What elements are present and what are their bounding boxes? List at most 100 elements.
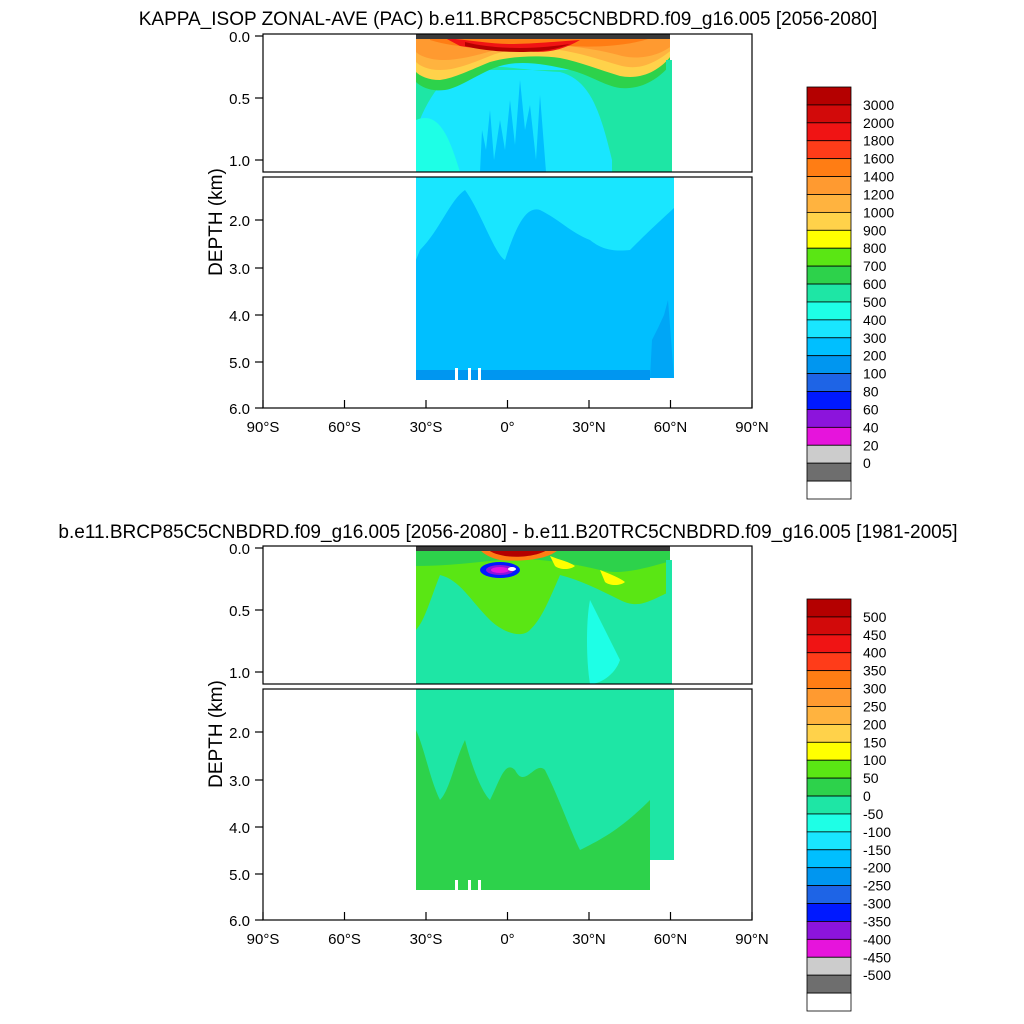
x-tick-label: 30°N: [572, 931, 606, 948]
legend-level-label: 200: [863, 716, 887, 732]
legend-swatch: [806, 229, 852, 249]
legend-level-label: 350: [863, 663, 887, 679]
legend-swatch: [806, 885, 852, 904]
panel-2-legend: 500450400350300250200150100500-50-100-15…: [806, 598, 891, 1012]
y-tick-label: 4.0: [229, 308, 250, 325]
x-tick-label: 90°S: [247, 931, 280, 948]
x-tick-label: 60°N: [654, 419, 688, 436]
legend-swatch: [806, 355, 852, 375]
panel-2-y-axis-label: DEPTH (km): [206, 680, 227, 788]
legend-level-label: 600: [863, 276, 887, 292]
legend-level-label: -100: [863, 824, 891, 840]
legend-level-label: 1600: [863, 151, 894, 167]
legend-level-label: 300: [863, 330, 887, 346]
legend-swatch: [806, 992, 852, 1012]
legend-swatch: [806, 634, 852, 654]
legend-swatch: [806, 867, 852, 887]
legend-swatch: [806, 813, 852, 833]
y-tick-label: 1.0: [229, 665, 250, 682]
legend-level-label: 400: [863, 645, 887, 661]
legend-swatch: [806, 903, 852, 922]
legend-swatch: [806, 938, 852, 958]
legend-swatch: [806, 247, 852, 267]
legend-swatch: [806, 849, 852, 869]
y-tick-label: 4.0: [229, 820, 250, 837]
legend-level-label: 50: [863, 770, 879, 786]
legend-level-label: 1200: [863, 186, 894, 202]
x-tick-label: 0°: [500, 931, 514, 948]
legend-swatch: [806, 795, 852, 815]
panel-1-axes: 0.0 0.5 1.0 2.0 3.0 4.0 5.0 6.090°S 60°S 30°S 0° 30…: [229, 29, 769, 436]
panel-2-lower-field: [416, 689, 674, 892]
legend-swatch: [806, 265, 852, 285]
y-tick-label: 6.0: [229, 913, 250, 930]
legend-level-label: -500: [863, 967, 891, 983]
legend-swatch: [806, 741, 852, 761]
x-tick-label: 0°: [500, 419, 514, 436]
legend-level-label: 300: [863, 681, 887, 697]
legend-swatch: [806, 140, 852, 160]
panel-2-title: b.e11.BRCP85C5CNBDRD.f09_g16.005 [2056-2…: [58, 522, 957, 543]
legend-swatch: [806, 706, 852, 725]
legend-swatch: [806, 598, 852, 618]
legend-swatch: [806, 921, 852, 940]
legend-swatch: [806, 462, 852, 482]
x-tick-label: 30°S: [410, 419, 443, 436]
legend-swatch: [806, 444, 852, 464]
legend-swatch: [806, 176, 852, 195]
legend-swatch: [806, 301, 852, 321]
legend-level-label: 1400: [863, 169, 894, 185]
y-tick-label: 0.5: [229, 603, 250, 620]
y-tick-label: 5.0: [229, 355, 250, 372]
panel-1: KAPPA_ISOP ZONAL-AVE (PAC) b.e11.BRCP85C…: [139, 9, 894, 500]
panel-2-upper-field: [416, 546, 678, 684]
legend-level-label: 100: [863, 366, 887, 382]
legend-level-label: 40: [863, 419, 879, 435]
legend-level-label: 200: [863, 348, 887, 364]
legend-level-label: 500: [863, 609, 887, 625]
legend-level-label: 80: [863, 384, 879, 400]
legend-level-label: 1800: [863, 133, 894, 149]
legend-level-label: 60: [863, 401, 879, 417]
panel-1-lower-field: [416, 177, 674, 380]
legend-level-label: 3000: [863, 97, 894, 113]
legend-level-label: -200: [863, 860, 891, 876]
legend-level-label: -450: [863, 949, 891, 965]
panel-1-title: KAPPA_ISOP ZONAL-AVE (PAC) b.e11.BRCP85C…: [139, 9, 878, 30]
legend-swatch: [806, 974, 852, 994]
legend-swatch: [806, 158, 852, 177]
legend-swatch: [806, 337, 852, 357]
panel-2-axes: 0.0 0.5 1.0 2.0 3.0 4.0 5.0 6.090°S 60°S 30°S 0° 30…: [229, 541, 769, 948]
legend-level-label: -400: [863, 931, 891, 947]
legend-swatch: [806, 652, 852, 672]
panel-1-legend: 3000200018001600140012001000900800700600…: [806, 86, 894, 500]
y-tick-label: 3.0: [229, 773, 250, 790]
y-tick-label: 2.0: [229, 213, 250, 230]
x-tick-label: 60°N: [654, 931, 688, 948]
x-tick-label: 90°N: [735, 419, 769, 436]
legend-level-label: 250: [863, 698, 887, 714]
x-tick-label: 30°N: [572, 419, 606, 436]
legend-level-label: 1000: [863, 204, 894, 220]
legend-level-label: -50: [863, 806, 883, 822]
legend-swatch: [806, 831, 852, 851]
legend-swatch: [806, 777, 852, 797]
y-tick-label: 0.0: [229, 29, 250, 46]
legend-level-label: 800: [863, 240, 887, 256]
x-tick-label: 60°S: [328, 931, 361, 948]
legend-swatch: [806, 86, 852, 106]
legend-swatch: [806, 391, 852, 410]
legend-swatch: [806, 122, 852, 142]
legend-swatch: [806, 688, 852, 707]
legend-swatch: [806, 426, 852, 446]
legend-level-label: 0: [863, 455, 871, 471]
x-tick-label: 30°S: [410, 931, 443, 948]
legend-level-label: -350: [863, 913, 891, 929]
legend-level-label: 400: [863, 312, 887, 328]
y-tick-label: 5.0: [229, 867, 250, 884]
legend-swatch: [806, 480, 852, 500]
panel-2: b.e11.BRCP85C5CNBDRD.f09_g16.005 [2056-2…: [58, 522, 958, 1012]
legend-swatch: [806, 956, 852, 976]
legend-level-label: 0: [863, 788, 871, 804]
legend-level-label: 20: [863, 437, 879, 453]
